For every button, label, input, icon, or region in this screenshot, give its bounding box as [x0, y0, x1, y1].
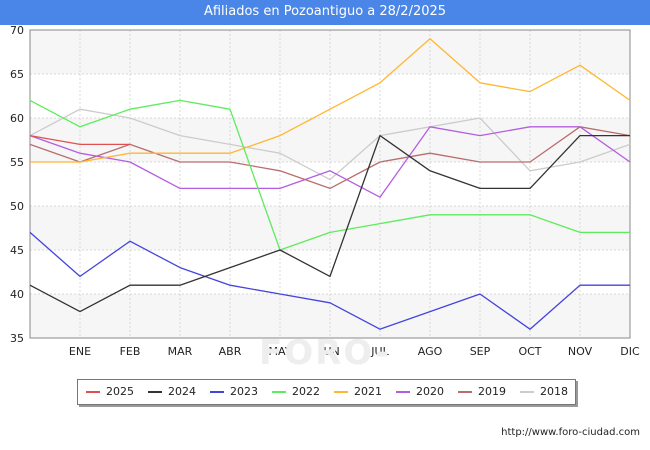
series-line-2024: [29, 134, 630, 313]
legend-swatch: [210, 391, 224, 393]
x-tick-label: DIC: [620, 345, 640, 358]
legend-label: 2021: [354, 385, 382, 398]
legend-swatch: [86, 391, 100, 393]
series-line-2020: [29, 126, 631, 198]
series-line-2022: [29, 99, 630, 251]
y-tick-label: 60: [10, 112, 24, 125]
legend-label: 2018: [540, 385, 568, 398]
source-url: http://www.foro-ciudad.com: [501, 427, 640, 438]
y-tick-label: 65: [10, 68, 24, 81]
legend-label: 2022: [292, 385, 320, 398]
x-tick-label: JUN: [319, 345, 340, 358]
chart-legend: 2025 2024 2023 2022 2021 2020 2019 2018: [77, 379, 576, 405]
legend-label: 2025: [106, 385, 134, 398]
x-tick-label: OCT: [518, 345, 541, 358]
legend-swatch: [272, 391, 286, 393]
x-tick-label: AGO: [418, 345, 443, 358]
y-tick-label: 50: [10, 200, 24, 213]
y-tick-label: 55: [10, 156, 24, 169]
plot-border: [29, 29, 631, 339]
series-line-2025: [29, 134, 130, 146]
series-line-2021: [30, 38, 631, 163]
y-tick-label: 70: [10, 24, 24, 37]
legend-label: 2019: [478, 385, 506, 398]
x-tick-label: MAY: [269, 345, 292, 358]
chart-title-bar: Afiliados en Pozoantiguo a 28/2/2025: [0, 0, 650, 25]
x-tick-label: SEP: [470, 345, 491, 358]
y-tick-label: 45: [10, 244, 24, 257]
y-tick-label: 40: [10, 288, 24, 301]
legend-label: 2023: [230, 385, 258, 398]
legend-label: 2020: [416, 385, 444, 398]
y-tick-label: 35: [10, 332, 24, 345]
x-tick-label: JUL: [370, 345, 389, 358]
x-tick-label: NOV: [568, 345, 593, 358]
series-line-2018: [29, 108, 631, 181]
x-tick-label: ENE: [69, 345, 91, 358]
legend-swatch: [334, 391, 348, 393]
x-tick-label: ABR: [219, 345, 242, 358]
x-tick-label: MAR: [168, 345, 193, 358]
chart-title: Afiliados en Pozoantiguo a 28/2/2025: [203, 4, 447, 19]
series-line-2023: [29, 231, 630, 330]
legend-swatch: [148, 391, 162, 393]
legend-swatch: [458, 391, 472, 393]
x-tick-label: FEB: [120, 345, 141, 358]
legend-swatch: [396, 391, 410, 393]
legend-swatch: [520, 391, 534, 393]
legend-label: 2024: [168, 385, 196, 398]
